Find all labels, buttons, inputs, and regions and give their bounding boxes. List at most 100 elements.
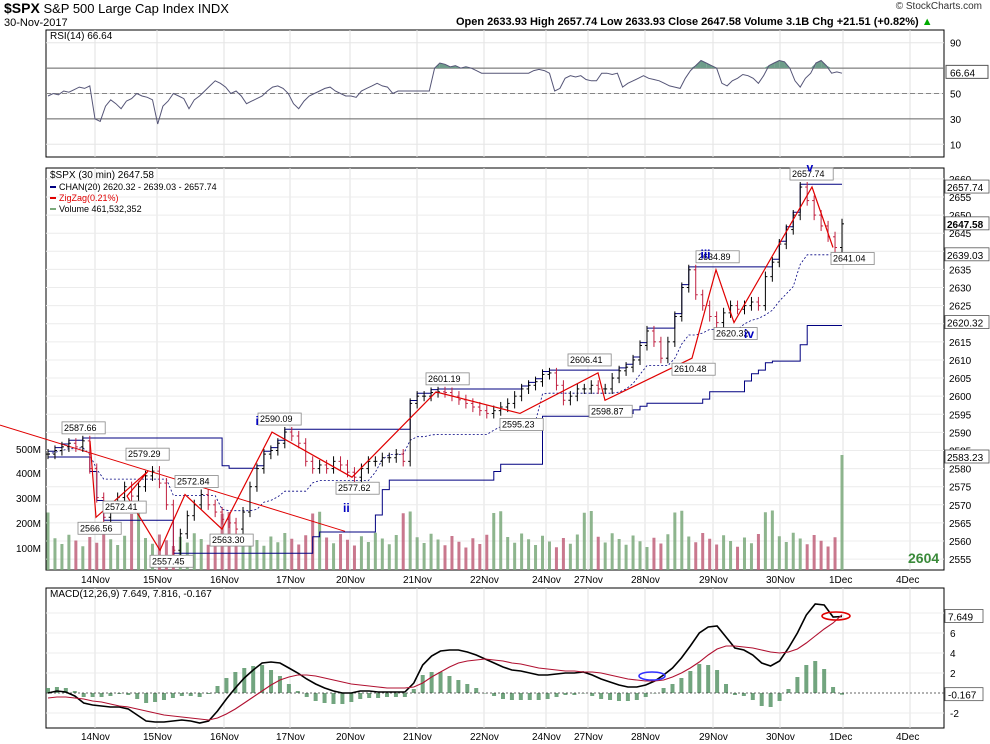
volume-bar	[826, 546, 830, 570]
volume-bar	[520, 533, 524, 570]
volume-bar	[770, 510, 774, 570]
volume-bar	[241, 543, 245, 570]
volume-bar	[756, 534, 760, 570]
channel-lower-line	[48, 325, 842, 554]
volume-bar	[527, 539, 531, 570]
channel-upper-line	[48, 183, 842, 469]
volume-bar	[673, 512, 677, 570]
price-tick-label: 2615	[949, 338, 972, 349]
volume-bar	[53, 538, 57, 570]
zigzag-label-box	[588, 404, 633, 418]
volume-bar	[130, 514, 134, 570]
volume-bar	[81, 546, 85, 570]
zigzag-label-box	[789, 167, 834, 181]
macd-histogram-bar	[438, 672, 443, 693]
rsi-tick-label: 30	[950, 115, 962, 126]
zigzag-label: 2610.48	[674, 364, 707, 374]
volume-bar	[742, 537, 746, 570]
volume-bar	[680, 510, 684, 570]
x-axis-label: 14Nov	[81, 575, 110, 586]
macd-x-axis-label: 14Nov	[81, 732, 110, 743]
macd-histogram-bar	[367, 693, 372, 698]
price-tick-label: 2645	[949, 229, 972, 240]
volume-bar	[791, 532, 795, 570]
macd-histogram-bar	[483, 693, 488, 694]
macd-right-value-label: 7.649	[948, 613, 973, 624]
volume-bar	[499, 511, 503, 570]
wave-label: v	[807, 161, 814, 175]
price-legend-item: ZigZag(0.21%)	[59, 193, 119, 203]
volume-bar	[359, 536, 363, 570]
macd-histogram-bar	[715, 670, 720, 693]
volume-bar	[234, 537, 238, 570]
volume-axis-label: 100M	[16, 544, 41, 555]
volume-bar	[457, 541, 461, 570]
zigzag-label-box	[335, 481, 380, 495]
macd-histogram-bar	[411, 689, 416, 693]
x-axis-label: 1Dec	[829, 575, 852, 586]
volume-bar	[443, 545, 447, 570]
volume-bar	[805, 544, 809, 570]
macd-histogram-bar	[724, 684, 729, 693]
macd-histogram-bar	[831, 687, 836, 693]
chart-title: $SPX S&P 500 Large Cap Index INDX	[4, 0, 229, 16]
macd-x-axis-label: 4Dec	[896, 732, 919, 743]
macd-panel	[45, 587, 945, 729]
zigzag-label-box	[713, 327, 758, 340]
price-tick-label: 2655	[949, 193, 972, 204]
macd-histogram-bar	[688, 671, 693, 693]
macd-tick-label: 2	[950, 669, 956, 680]
price-right-value-box	[944, 247, 990, 262]
macd-histogram-bar	[554, 693, 559, 697]
volume-axis-label: 200M	[16, 519, 41, 530]
macd-histogram-bar	[492, 693, 497, 696]
macd-x-axis-label: 1Dec	[829, 732, 852, 743]
macd-histogram-bar	[500, 693, 505, 699]
macd-histogram-bar	[295, 691, 300, 693]
rsi-tick-label: 10	[950, 140, 962, 151]
macd-histogram-bar	[322, 693, 327, 703]
macd-histogram-bar	[840, 693, 844, 695]
zigzag-label-box	[695, 250, 740, 264]
instrument-name: S&P 500 Large Cap Index	[43, 1, 195, 16]
rsi-overbought-fill	[700, 60, 707, 69]
macd-right-value-box	[944, 609, 984, 623]
macd-histogram-bar	[90, 693, 95, 697]
volume-bar	[471, 538, 475, 570]
volume-bar	[422, 543, 426, 570]
volume-bar	[276, 542, 280, 570]
macd-histogram-bar	[822, 669, 827, 693]
macd-histogram-bar	[795, 677, 800, 693]
macd-histogram-bar	[750, 693, 755, 700]
macd-histogram-bar	[153, 693, 158, 702]
volume-bar	[485, 534, 489, 570]
volume-bar	[248, 534, 252, 570]
price-tick-label: 2565	[949, 519, 972, 530]
volume-bar	[666, 534, 670, 570]
volume-bar	[102, 533, 106, 570]
price-tick-label: 2575	[949, 483, 972, 494]
volume-bar	[652, 537, 656, 570]
macd-histogram-bar	[670, 684, 675, 693]
volume-bar	[729, 541, 733, 570]
macd-histogram-bar	[732, 693, 737, 695]
volume-bar	[534, 545, 538, 570]
price-tick-label: 2570	[949, 501, 972, 512]
volume-bar	[408, 511, 412, 570]
price-right-value-box	[944, 216, 990, 231]
zigzag-label: 2566.56	[80, 523, 113, 533]
rsi-overbought-fill	[774, 60, 780, 69]
macd-tick-label: 4	[950, 649, 956, 660]
rsi-tick-label: 50	[950, 90, 962, 101]
zigzag-label-box	[257, 412, 302, 426]
zigzag-label-box	[174, 475, 219, 488]
volume-bar	[95, 542, 99, 570]
macd-histogram-bar	[509, 693, 514, 700]
price-tick-label: 2635	[949, 265, 972, 276]
macd-histogram-bar	[563, 693, 568, 695]
rsi-last-value-label: 66.64	[950, 68, 975, 79]
zigzag-label-box	[671, 362, 716, 376]
zigzag-label: 2595.23	[502, 419, 535, 429]
zigzag-label-box	[499, 418, 544, 431]
